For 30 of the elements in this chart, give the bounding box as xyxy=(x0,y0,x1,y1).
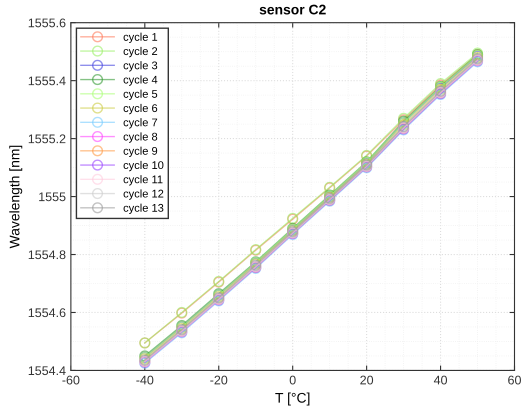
legend-label: cycle 5 xyxy=(124,90,158,100)
legend-label: cycle 6 xyxy=(124,104,158,114)
y-axis-title: Wavelength [nm] xyxy=(9,146,22,248)
legend-label: cycle 2 xyxy=(124,46,158,58)
y-tick-label: 1555.6 xyxy=(28,18,66,28)
y-tick-label: 1555.2 xyxy=(28,134,66,144)
x-axis-title: T [°C] xyxy=(275,392,310,406)
x-tick-label: -20 xyxy=(210,376,228,384)
chart-title: sensor C2 xyxy=(260,4,326,14)
y-tick-label: 1555.4 xyxy=(28,76,66,86)
legend-label: cycle 10 xyxy=(124,160,164,172)
legend-label: cycle 12 xyxy=(124,189,164,200)
legend-label: cycle 13 xyxy=(124,204,164,214)
x-tick-label: 60 xyxy=(508,376,521,384)
x-tick-label: -60 xyxy=(62,376,80,384)
legend-label: cycle 4 xyxy=(124,75,158,86)
legend-label: cycle 11 xyxy=(124,175,162,186)
x-tick-label: 0 xyxy=(290,376,296,384)
x-tick-label: 20 xyxy=(360,376,374,384)
legend-label: cycle 8 xyxy=(124,132,158,143)
y-tick-label: 1555 xyxy=(39,192,66,202)
legend-label: cycle 9 xyxy=(124,146,158,158)
y-tick-label: 1554.8 xyxy=(28,250,66,260)
y-tick-label: 1554.6 xyxy=(28,308,66,318)
x-tick-label: -40 xyxy=(136,376,154,384)
legend-label: cycle 1 xyxy=(124,32,158,44)
legend-label: cycle 7 xyxy=(124,118,158,129)
y-tick-label: 1554.4 xyxy=(28,366,66,376)
legend-label: cycle 3 xyxy=(124,61,158,72)
x-tick-label: 40 xyxy=(434,376,448,384)
